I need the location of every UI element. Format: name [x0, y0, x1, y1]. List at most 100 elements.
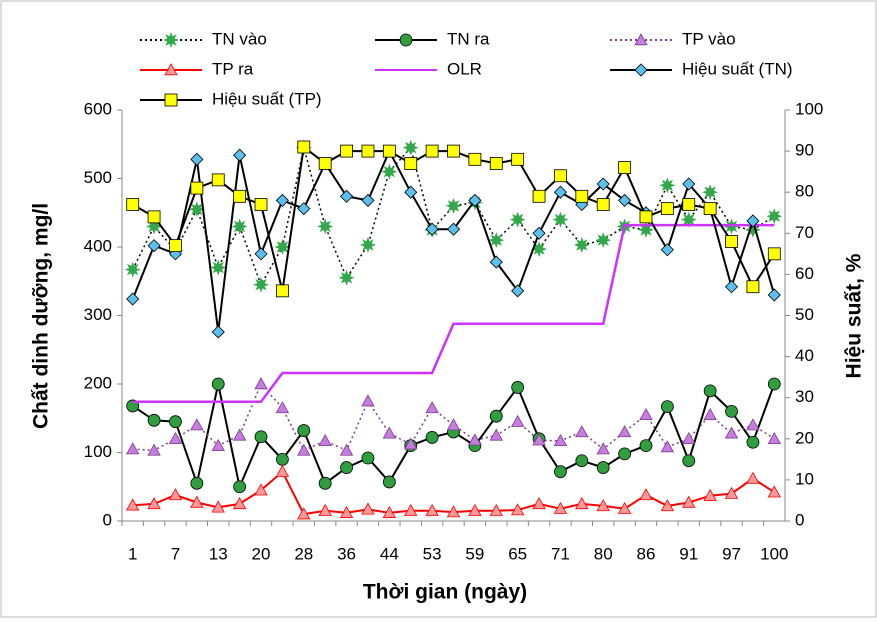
marker — [553, 185, 568, 199]
marker — [532, 433, 546, 446]
marker — [575, 189, 589, 203]
legend-label: TN vào — [212, 29, 267, 48]
marker — [254, 377, 268, 390]
marker — [276, 284, 289, 298]
marker — [126, 498, 140, 511]
marker — [703, 384, 717, 398]
marker — [188, 201, 205, 218]
legend-label: Hiệu suất (TP) — [212, 89, 322, 108]
y2-tick-label: 50 — [795, 305, 814, 324]
marker — [446, 418, 461, 431]
marker — [211, 173, 225, 187]
marker — [575, 425, 589, 438]
marker — [766, 208, 783, 225]
y2-tick-label: 30 — [795, 387, 814, 406]
y2-tick-label: 90 — [795, 141, 814, 160]
marker — [682, 495, 696, 508]
marker — [682, 431, 696, 445]
marker — [767, 377, 781, 391]
marker — [402, 139, 419, 156]
x-tick-label: 7 — [171, 544, 180, 563]
marker — [618, 193, 632, 207]
marker — [532, 497, 546, 510]
marker — [404, 503, 418, 516]
marker — [339, 443, 354, 456]
marker — [767, 288, 781, 302]
marker — [404, 157, 418, 170]
marker — [317, 218, 334, 235]
marker — [147, 239, 161, 253]
marker — [425, 144, 439, 158]
marker — [617, 501, 632, 514]
marker — [126, 442, 140, 455]
marker — [169, 415, 182, 429]
marker — [275, 193, 289, 207]
marker — [725, 404, 738, 418]
marker — [767, 431, 781, 445]
marker — [190, 152, 204, 166]
marker — [489, 428, 503, 441]
marker — [318, 157, 332, 170]
marker — [147, 210, 161, 224]
marker — [746, 435, 760, 449]
marker — [634, 63, 648, 77]
marker — [468, 152, 482, 166]
marker — [297, 443, 311, 456]
marker — [510, 503, 525, 516]
y2-tick-label: 40 — [795, 346, 814, 365]
marker — [274, 239, 291, 255]
marker — [361, 144, 375, 158]
marker — [660, 400, 674, 414]
marker — [532, 226, 546, 240]
marker — [511, 284, 525, 298]
marker — [168, 488, 183, 501]
y2-tick-label: 10 — [795, 469, 814, 488]
marker — [634, 33, 648, 46]
marker — [703, 408, 717, 421]
marker — [361, 451, 375, 465]
y2-tick-label: 70 — [795, 223, 814, 242]
legend-label: TN ra — [447, 29, 490, 48]
marker — [746, 471, 760, 484]
x-tick-label: 80 — [594, 544, 613, 563]
marker — [382, 475, 396, 489]
marker — [723, 218, 740, 235]
marker — [575, 454, 589, 468]
marker — [147, 413, 161, 427]
marker — [702, 184, 719, 201]
marker — [682, 198, 696, 211]
y-tick-label: 500 — [84, 168, 112, 187]
marker — [660, 202, 674, 216]
marker — [190, 495, 204, 508]
marker — [489, 255, 503, 269]
marker — [275, 401, 290, 414]
marker — [660, 243, 674, 257]
x-tick-label: 71 — [551, 544, 570, 563]
marker — [338, 269, 355, 286]
marker — [297, 507, 311, 520]
marker — [399, 33, 413, 47]
marker — [595, 232, 612, 249]
marker — [445, 197, 462, 214]
marker — [488, 232, 505, 249]
y2-tick-label: 20 — [795, 428, 814, 447]
marker — [573, 236, 590, 253]
x-tick-label: 44 — [380, 544, 399, 563]
legend-label: OLR — [447, 59, 482, 78]
marker — [318, 503, 332, 516]
y-tick-label: 100 — [84, 442, 112, 461]
marker — [724, 280, 739, 294]
y2-tick-label: 60 — [795, 264, 814, 283]
y-axis-title: Chất dinh dưỡng, mg/l — [30, 203, 53, 429]
marker — [639, 210, 653, 224]
marker — [404, 185, 418, 199]
x-tick-label: 36 — [337, 544, 356, 563]
marker — [724, 426, 739, 439]
marker — [211, 325, 225, 339]
marker — [554, 169, 567, 183]
x-tick-label: 53 — [423, 544, 442, 563]
marker — [318, 476, 332, 490]
marker — [361, 193, 375, 207]
marker — [724, 486, 739, 499]
